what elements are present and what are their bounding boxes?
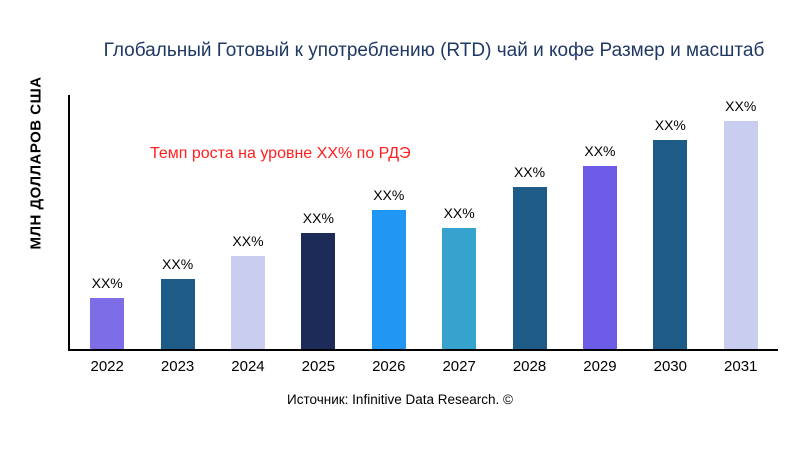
x-tick-label: 2031 [724, 358, 758, 375]
bar-value-label: XX% [162, 256, 194, 272]
growth-rate-annotation: Темп роста на уровне XX% по РДЭ [150, 145, 411, 162]
bar-2030 [653, 140, 688, 349]
bar-value-label: XX% [373, 187, 405, 203]
bar-2031 [723, 121, 758, 349]
bar-2022 [90, 298, 125, 349]
bar-2025 [301, 233, 336, 349]
bar-2028 [512, 187, 547, 349]
x-tick-label: 2026 [372, 358, 406, 375]
bar-value-label: XX% [725, 98, 757, 114]
bar-column-2031: XX% 2031 [706, 98, 776, 375]
bar-column-2029: XX% 2029 [565, 98, 635, 375]
y-axis-label: МЛН ДОЛЛАРОВ США [27, 76, 45, 250]
x-tick-label: 2024 [231, 358, 265, 375]
y-axis-line [68, 95, 70, 351]
bar-2029 [582, 166, 617, 349]
x-tick-label: 2022 [90, 358, 124, 375]
source-credit: Источник: Infinitive Data Research. © [287, 392, 513, 407]
bar-2026 [371, 210, 406, 349]
bar-2023 [160, 279, 195, 349]
bar-column-2024: XX% 2024 [213, 98, 283, 375]
bar-column-2028: XX% 2028 [495, 98, 565, 375]
bar-column-2023: XX% 2023 [143, 98, 213, 375]
bar-value-label: XX% [584, 143, 616, 159]
bar-column-2022: XX% 2022 [72, 98, 142, 375]
bar-column-2025: XX% 2025 [283, 98, 353, 375]
bar-column-2030: XX% 2030 [635, 98, 705, 375]
bar-value-label: XX% [443, 205, 475, 221]
x-axis-line [68, 349, 778, 351]
bar-value-label: XX% [302, 210, 334, 226]
bar-2027 [442, 228, 477, 349]
bar-value-label: XX% [91, 275, 123, 291]
x-tick-label: 2029 [583, 358, 617, 375]
x-tick-label: 2027 [442, 358, 476, 375]
bars-container: XX% 2022 XX% 2023 XX% 2024 XX% 2025 XX% 2026 XX% 20… [72, 98, 776, 375]
bar-value-label: XX% [513, 164, 546, 180]
bar-column-2026: XX% 2026 [354, 98, 424, 375]
bar-value-label: XX% [654, 117, 686, 133]
x-tick-label: 2030 [653, 358, 687, 375]
x-tick-label: 2028 [512, 358, 547, 375]
chart-title: Глобальный Готовый к употреблению (RTD) … [103, 40, 765, 61]
x-tick-label: 2025 [301, 358, 336, 375]
bar-column-2027: XX% 2027 [424, 98, 494, 375]
bar-value-label: XX% [232, 233, 264, 249]
x-tick-label: 2023 [160, 358, 195, 375]
bar-2024 [230, 256, 265, 349]
